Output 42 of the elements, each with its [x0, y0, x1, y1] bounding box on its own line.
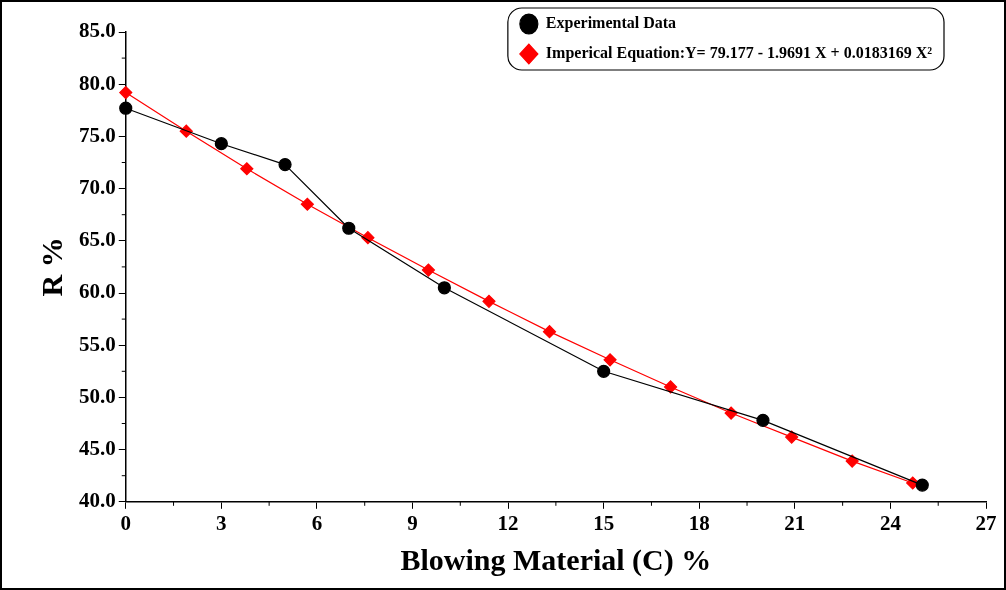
- point: [756, 413, 770, 427]
- x-tick-label: 3: [216, 510, 227, 535]
- point: [119, 101, 133, 115]
- y-tick-label: 75.0: [79, 122, 116, 147]
- legend-label: Experimental Data: [545, 14, 677, 33]
- y-axis-title: R %: [34, 237, 68, 297]
- point: [300, 197, 314, 211]
- x-tick-label: 9: [407, 510, 418, 535]
- x-tick-label: 15: [593, 510, 615, 535]
- x-tick-label: 0: [120, 510, 131, 535]
- y-tick-label: 45.0: [79, 436, 116, 461]
- x-axis-title: Blowing Material (C) %: [400, 542, 712, 577]
- point: [845, 454, 859, 468]
- y-tick-label: 40.0: [79, 488, 116, 513]
- y-tick-label: 70.0: [79, 175, 116, 200]
- point: [542, 325, 557, 339]
- y-tick-label: 80.0: [79, 70, 116, 95]
- x-tick-label: 12: [497, 510, 519, 535]
- point: [663, 380, 678, 394]
- y-tick-label: 50.0: [79, 383, 116, 408]
- y-tick-label: 55.0: [79, 331, 116, 356]
- point: [482, 294, 496, 308]
- point: [119, 85, 133, 100]
- point: [342, 221, 356, 235]
- x-tick-label: 24: [879, 510, 902, 535]
- y-tick-label: 85.0: [79, 18, 116, 43]
- point: [785, 430, 799, 444]
- x-tick-label: 18: [688, 510, 710, 535]
- point: [278, 157, 292, 172]
- point: [421, 263, 436, 277]
- point: [437, 281, 451, 295]
- legend-label: Imperical Equation:Y= 79.177 - 1.9691 X + 0.0183169 X²: [545, 44, 933, 63]
- x-tick-label: 21: [784, 510, 806, 535]
- x-tick-label: 27: [975, 510, 997, 535]
- point: [597, 364, 611, 378]
- point: [915, 478, 929, 492]
- point: [240, 162, 254, 176]
- point: [603, 353, 617, 367]
- y-tick-label: 60.0: [79, 279, 116, 304]
- y-tick-label: 65.0: [79, 227, 116, 252]
- point: [214, 137, 228, 151]
- x-tick-label: 6: [311, 510, 323, 535]
